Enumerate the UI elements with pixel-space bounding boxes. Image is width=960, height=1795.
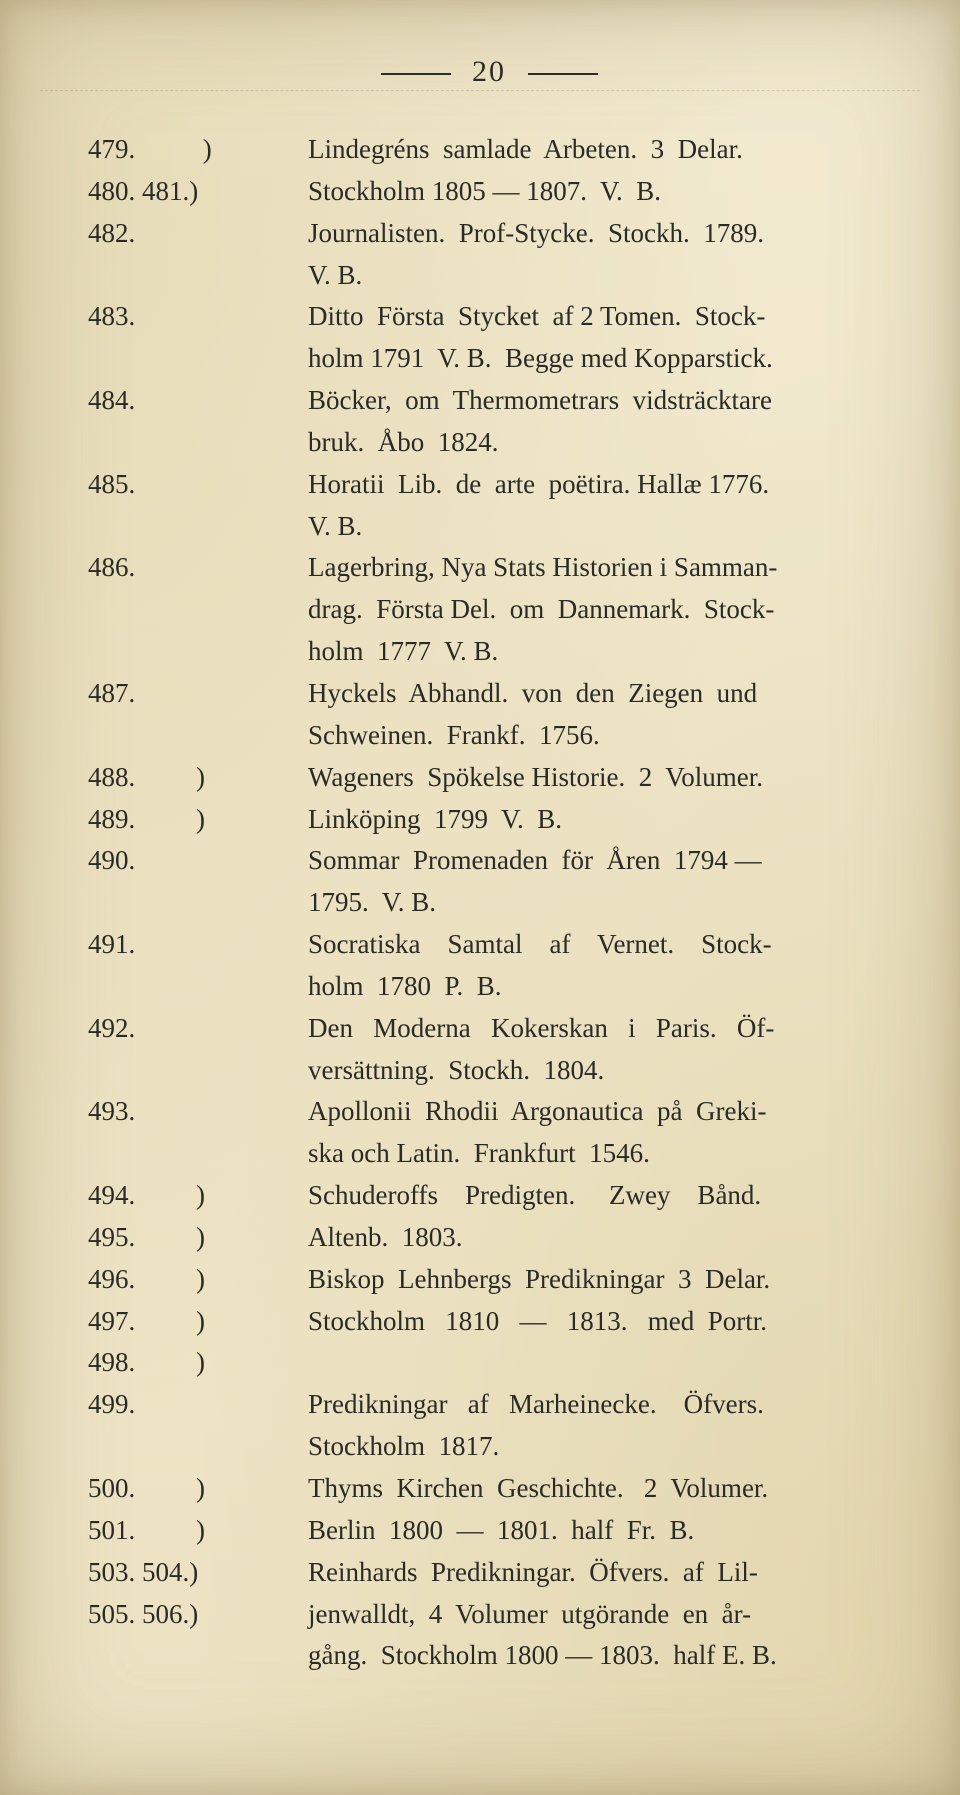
entry-number: 490. — [88, 840, 308, 882]
page-number: 20 — [472, 55, 506, 88]
entry-number: 480. 481.) — [88, 171, 308, 213]
entry-number: 495. ) — [88, 1217, 308, 1259]
entry-description: Lagerbring, Nya Stats Historien i Samman… — [308, 547, 890, 673]
entry-number: 489. ) — [88, 799, 308, 841]
entry-number: 491. — [88, 924, 308, 966]
catalogue-entry: 503. 504.)Reinhards Predikningar. Öfvers… — [88, 1552, 890, 1594]
catalogue-entry: 496. )Biskop Lehnbergs Predikningar 3 De… — [88, 1259, 890, 1301]
dash-left — [381, 73, 451, 75]
entry-description: jenwalldt, 4 Volumer utgörande en år- gå… — [308, 1594, 890, 1678]
entry-number: 484. — [88, 380, 308, 422]
entry-description: Stockholm 1805 — 1807. V. B. — [308, 171, 890, 213]
entry-number: 498. ) — [88, 1342, 308, 1384]
catalogue-entry: 479. )Lindegréns samlade Arbeten. 3 Dela… — [88, 129, 890, 171]
entry-description: Berlin 1800 — 1801. half Fr. B. — [308, 1510, 890, 1552]
entry-number: 479. ) — [88, 129, 308, 171]
page-header: 20 — [88, 55, 890, 89]
catalogue-entry: 501. )Berlin 1800 — 1801. half Fr. B. — [88, 1510, 890, 1552]
entry-description: Ditto Första Stycket af 2 Tomen. Stock- … — [308, 296, 890, 380]
catalogue-entry: 497. )Stockholm 1810 — 1813. med Portr. — [88, 1301, 890, 1343]
catalogue-entry: 480. 481.)Stockholm 1805 — 1807. V. B. — [88, 171, 890, 213]
entry-description: Altenb. 1803. — [308, 1217, 890, 1259]
catalogue-entry: 499.Predikningar af Marheinecke. Öfvers.… — [88, 1384, 890, 1468]
catalogue-entry: 491.Socratiska Samtal af Vernet. Stock- … — [88, 924, 890, 1008]
entry-description: Hyckels Abhandl. von den Ziegen und Schw… — [308, 673, 890, 757]
entry-number: 492. — [88, 1008, 308, 1050]
entry-description: Thyms Kirchen Geschichte. 2 Volumer. — [308, 1468, 890, 1510]
entry-number: 497. ) — [88, 1301, 308, 1343]
catalogue-entry: 485.Horatii Lib. de arte poëtira. Hallæ … — [88, 464, 890, 548]
entry-number: 503. 504.) — [88, 1552, 308, 1594]
entry-number: 483. — [88, 296, 308, 338]
entry-number: 488. ) — [88, 757, 308, 799]
catalogue-entry: 488. )Wageners Spökelse Historie. 2 Volu… — [88, 757, 890, 799]
catalogue-entry: 505. 506.)jenwalldt, 4 Volumer utgörande… — [88, 1594, 890, 1678]
entry-description: Schuderoffs Predigten. Zwey Bånd. — [308, 1175, 890, 1217]
entry-number: 482. — [88, 213, 308, 255]
entry-number: 496. ) — [88, 1259, 308, 1301]
entry-description: Sommar Promenaden för Åren 1794 — 1795. … — [308, 840, 890, 924]
entry-number: 493. — [88, 1091, 308, 1133]
entry-description: Böcker, om Thermometrars vidsträcktare b… — [308, 380, 890, 464]
entry-description: Socratiska Samtal af Vernet. Stock- holm… — [308, 924, 890, 1008]
entry-list: 479. )Lindegréns samlade Arbeten. 3 Dela… — [88, 129, 890, 1677]
catalogue-entry: 490.Sommar Promenaden för Åren 1794 — 17… — [88, 840, 890, 924]
catalogue-entry: 500. )Thyms Kirchen Geschichte. 2 Volume… — [88, 1468, 890, 1510]
entry-description: Wageners Spökelse Historie. 2 Volumer. — [308, 757, 890, 799]
catalogue-entry: 489. )Linköping 1799 V. B. — [88, 799, 890, 841]
entry-description: Apollonii Rhodii Argonautica på Greki- s… — [308, 1091, 890, 1175]
catalogue-entry: 492.Den Moderna Kokerskan i Paris. Öf- v… — [88, 1008, 890, 1092]
entry-description: Horatii Lib. de arte poëtira. Hallæ 1776… — [308, 464, 890, 548]
catalogue-entry: 495. )Altenb. 1803. — [88, 1217, 890, 1259]
catalogue-entry: 487.Hyckels Abhandl. von den Ziegen und … — [88, 673, 890, 757]
entry-description: Lindegréns samlade Arbeten. 3 Delar. — [308, 129, 890, 171]
entry-number: 505. 506.) — [88, 1594, 308, 1636]
entry-description: Biskop Lehnbergs Predikningar 3 Delar. — [308, 1259, 890, 1301]
dash-right — [528, 73, 598, 75]
entry-description: Journalisten. Prof-Stycke. Stockh. 1789.… — [308, 213, 890, 297]
catalogue-entry: 486.Lagerbring, Nya Stats Historien i Sa… — [88, 547, 890, 673]
entry-number: 487. — [88, 673, 308, 715]
entry-description: Predikningar af Marheinecke. Öfvers. Sto… — [308, 1384, 890, 1468]
entry-description: Stockholm 1810 — 1813. med Portr. — [308, 1301, 890, 1343]
catalogue-entry: 498. ) — [88, 1342, 890, 1384]
entry-number: 499. — [88, 1384, 308, 1426]
entry-number: 501. ) — [88, 1510, 308, 1552]
catalogue-entry: 482.Journalisten. Prof-Stycke. Stockh. 1… — [88, 213, 890, 297]
entry-description: Reinhards Predikningar. Öfvers. af Lil- — [308, 1552, 890, 1594]
catalogue-entry: 483.Ditto Första Stycket af 2 Tomen. Sto… — [88, 296, 890, 380]
entry-description: Den Moderna Kokerskan i Paris. Öf- versä… — [308, 1008, 890, 1092]
entry-description: Linköping 1799 V. B. — [308, 799, 890, 841]
catalogue-entry: 494. )Schuderoffs Predigten. Zwey Bånd. — [88, 1175, 890, 1217]
catalogue-entry: 493.Apollonii Rhodii Argonautica på Grek… — [88, 1091, 890, 1175]
catalogue-entry: 484.Böcker, om Thermometrars vidsträckta… — [88, 380, 890, 464]
document-page: 20 479. )Lindegréns samlade Arbeten. 3 D… — [0, 0, 960, 1795]
entry-number: 485. — [88, 464, 308, 506]
entry-number: 500. ) — [88, 1468, 308, 1510]
entry-number: 494. ) — [88, 1175, 308, 1217]
entry-number: 486. — [88, 547, 308, 589]
